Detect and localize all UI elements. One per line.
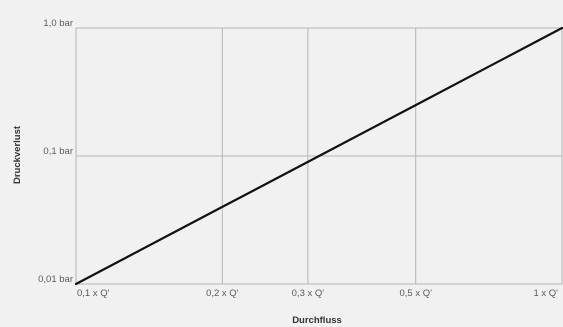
- y-axis-ticks: 0,01 bar 0,1 bar 1,0 bar: [38, 18, 73, 285]
- y-tick-label: 0,1 bar: [43, 146, 73, 157]
- y-axis-title: Druckverlust: [12, 125, 23, 184]
- series-line: [74, 26, 563, 286]
- series-layer: [74, 26, 563, 286]
- y-tick-label: 1,0 bar: [43, 18, 73, 29]
- x-axis-ticks: 0,1 x Q' 0,2 x Q' 0,3 x Q' 0,5 x Q' 1 x Q': [77, 288, 558, 299]
- x-tick-label: 0,2 x Q': [206, 288, 239, 299]
- x-axis-title: Durchfluss: [292, 315, 342, 326]
- x-tick-label: 1 x Q': [533, 288, 558, 299]
- y-tick-label: 0,01 bar: [38, 274, 73, 285]
- x-tick-label: 0,1 x Q': [77, 288, 110, 299]
- x-tick-label: 0,3 x Q': [292, 288, 325, 299]
- x-tick-label: 0,5 x Q': [399, 288, 432, 299]
